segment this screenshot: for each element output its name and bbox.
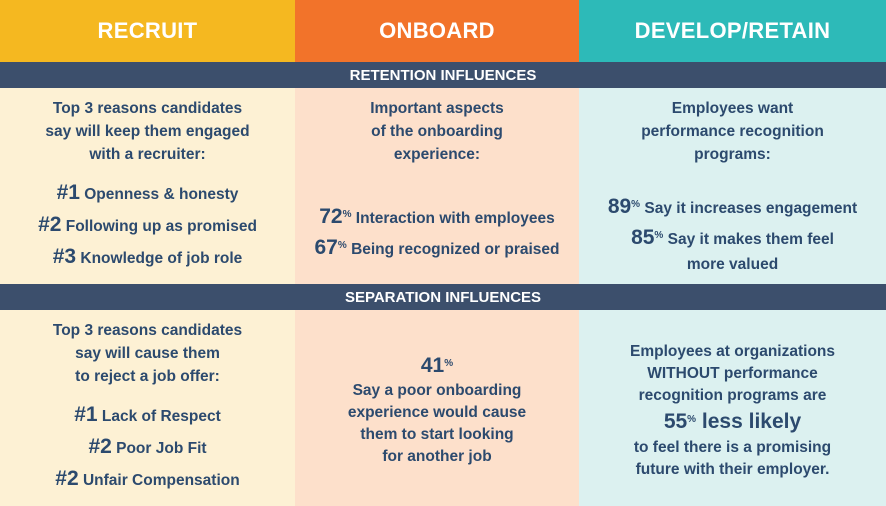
intro-line: performance recognition <box>641 123 824 140</box>
stat-unit: % <box>337 240 347 251</box>
stat-item: 72% Interaction with employees <box>295 202 579 233</box>
retention-recruit-cell: Top 3 reasons candidates say will keep t… <box>0 88 295 284</box>
band-retention-influences: RETENTION INFLUENCES <box>0 62 886 88</box>
intro-line: Employees want <box>671 100 794 117</box>
rank-item: #1 Lack of Respect <box>0 400 295 432</box>
stat-unit: % <box>687 414 697 425</box>
intro-line: say will cause them <box>75 345 220 362</box>
separation-onboard-cell: 41% Say a poor onboarding experience wou… <box>295 310 579 506</box>
separation-recruit-list: #1 Lack of Respect #2 Poor Job Fit #2 Un… <box>0 400 295 496</box>
rank-number: #2 <box>38 213 62 236</box>
rank-item: #1 Openness & honesty <box>0 178 295 210</box>
stat-tail: more valued <box>686 256 779 273</box>
separation-recruit-cell: Top 3 reasons candidates say will cause … <box>0 310 295 506</box>
stat-line: for another job <box>382 448 492 465</box>
stat-line: WITHOUT performance <box>647 365 818 382</box>
rank-text: Unfair Compensation <box>82 472 240 489</box>
intro-line: of the onboarding <box>371 123 503 140</box>
retention-develop-intro: Employees want performance recognition p… <box>579 88 886 166</box>
intro-line: programs: <box>694 146 771 163</box>
separation-develop-body: Employees at organizations WITHOUT perfo… <box>579 310 886 481</box>
retention-recruit-intro: Top 3 reasons candidates say will keep t… <box>0 88 295 166</box>
intro-line: with a recruiter: <box>89 146 206 163</box>
rank-number: #3 <box>52 245 77 268</box>
rank-text: Poor Job Fit <box>116 440 207 457</box>
stat-value: 55 <box>663 410 688 433</box>
stat-value: 85 <box>631 226 655 249</box>
stat-item: 67% Being recognized or praised <box>295 233 579 264</box>
rank-number: #2 <box>55 467 79 490</box>
stat-item: 85% Say it makes them feel <box>579 223 886 254</box>
retention-recruit-list: #1 Openness & honesty #2 Following up as… <box>0 178 295 274</box>
rank-number: #2 <box>88 435 112 458</box>
separation-onboard-body: 41% Say a poor onboarding experience wou… <box>295 310 579 468</box>
stat-value: 41 <box>420 354 445 377</box>
stat-line: to feel there is a promising <box>633 439 832 456</box>
intro-line: say will keep them engaged <box>45 123 250 140</box>
rank-item: #3 Knowledge of job role <box>0 242 295 274</box>
header-develop-retain: DEVELOP/RETAIN <box>579 0 886 62</box>
retention-develop-cell: Employees want performance recognition p… <box>579 88 886 284</box>
intro-line: experience: <box>393 146 481 163</box>
stat-unit: % <box>631 199 641 210</box>
stat-text: Interaction with employees <box>355 210 555 227</box>
stat-headline: 41% <box>295 352 579 380</box>
intro-line: to reject a job offer: <box>75 368 220 385</box>
retention-onboard-intro: Important aspects of the onboarding expe… <box>295 88 579 166</box>
rank-text: Knowledge of job role <box>80 250 243 267</box>
header-onboard: ONBOARD <box>295 0 579 62</box>
stat-line: experience would cause <box>347 404 527 421</box>
retention-develop-stats: 89% Say it increases engagement 85% Say … <box>579 192 886 276</box>
intro-line: Important aspects <box>370 100 504 117</box>
retention-onboard-stats: 72% Interaction with employees 67% Being… <box>295 202 579 264</box>
separation-develop-cell: Employees at organizations WITHOUT perfo… <box>579 310 886 506</box>
rank-number: #1 <box>56 181 80 204</box>
rank-text: Following up as promised <box>65 218 257 235</box>
stat-emphasis: less likely <box>701 410 802 433</box>
stat-headline: 55% less likely <box>579 407 886 437</box>
stat-text: Say it makes them feel <box>667 231 834 248</box>
stat-unit: % <box>654 230 664 241</box>
intro-line: Top 3 reasons candidates <box>52 100 243 117</box>
stat-line: recognition programs are <box>638 387 827 404</box>
stat-value: 67 <box>314 236 338 259</box>
rank-number: #1 <box>74 403 98 426</box>
stat-line: Say a poor onboarding <box>352 382 522 399</box>
stat-unit: % <box>444 358 454 369</box>
rank-item: #2 Unfair Compensation <box>0 464 295 496</box>
rank-text: Openness & honesty <box>84 186 239 203</box>
retention-onboard-cell: Important aspects of the onboarding expe… <box>295 88 579 284</box>
stat-value: 89 <box>607 195 632 218</box>
stat-line: future with their employer. <box>635 461 830 478</box>
rank-item: #2 Following up as promised <box>0 210 295 242</box>
header-recruit: RECRUIT <box>0 0 295 62</box>
separation-recruit-intro: Top 3 reasons candidates say will cause … <box>0 310 295 388</box>
stat-item: 89% Say it increases engagement <box>579 192 886 223</box>
stat-line: them to start looking <box>360 426 514 443</box>
stat-line: Employees at organizations <box>630 343 835 360</box>
rank-text: Lack of Respect <box>101 408 221 425</box>
rank-item: #2 Poor Job Fit <box>0 432 295 464</box>
stat-unit: % <box>342 209 352 220</box>
stat-text: Being recognized or praised <box>351 241 560 258</box>
band-separation-influences: SEPARATION INFLUENCES <box>0 284 886 310</box>
stat-text: Say it increases engagement <box>644 200 858 217</box>
stat-value: 72 <box>319 205 343 228</box>
intro-line: Top 3 reasons candidates <box>52 322 243 339</box>
